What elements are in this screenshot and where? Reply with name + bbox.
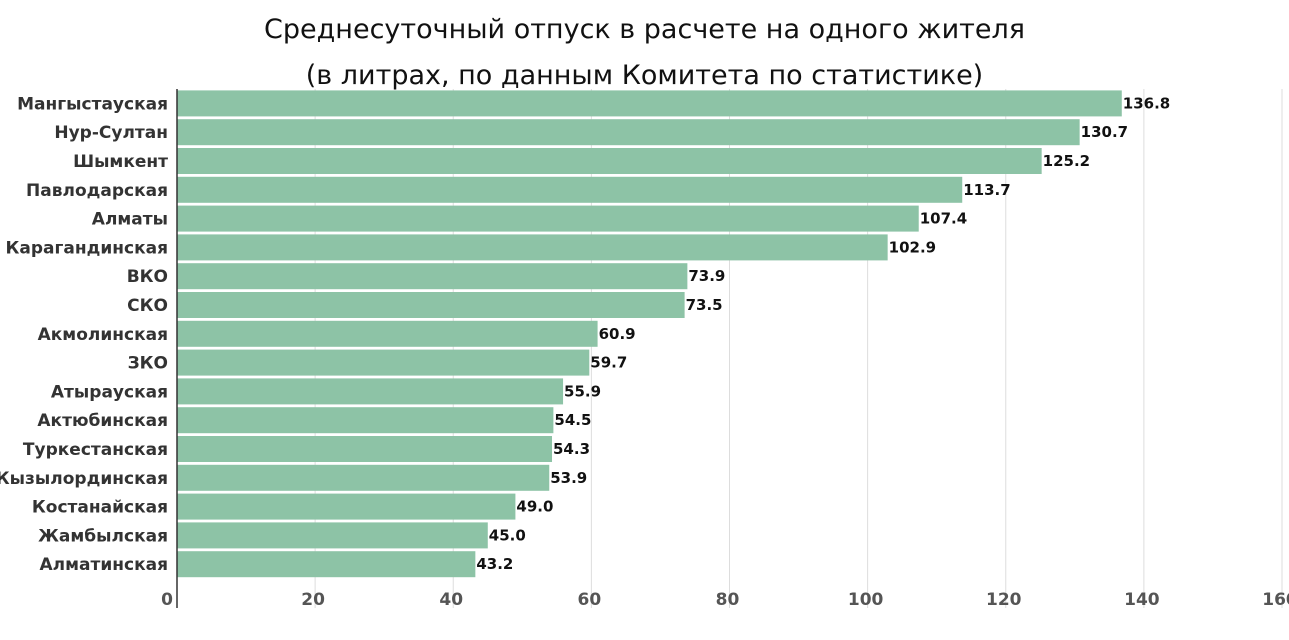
grid-lines <box>314 89 1283 608</box>
x-tick-label-80: 80 <box>716 590 740 610</box>
x-tick-label-20: 20 <box>301 590 325 610</box>
bar-16 <box>177 551 476 578</box>
bar-2 <box>177 148 1042 174</box>
chart-title-line-2: (в литрах, по данным Комитета по статист… <box>305 60 984 91</box>
value-label-3: 113.7 <box>963 181 1010 199</box>
bar-3 <box>177 176 963 203</box>
category-label-4: Алматы <box>92 210 168 230</box>
value-label-14: 49.0 <box>516 498 553 516</box>
bar-12 <box>177 436 553 462</box>
category-label-3: Павлодарская <box>26 181 168 201</box>
value-label-15: 45.0 <box>489 526 526 544</box>
value-label-0: 136.8 <box>1123 94 1170 112</box>
bar-6 <box>177 263 688 290</box>
x-tick-label-0: 0 <box>161 590 173 610</box>
value-label-10: 55.9 <box>564 382 601 400</box>
value-label-5: 102.9 <box>889 238 936 256</box>
bar-1 <box>177 119 1080 146</box>
chart-title-line-1: Среднесуточный отпуск в расчете на одног… <box>264 14 1025 45</box>
category-label-0: Мангыстауская <box>17 94 168 114</box>
bar-10 <box>177 378 564 405</box>
bars <box>177 90 1122 578</box>
value-label-4: 107.4 <box>920 210 967 228</box>
category-label-11: Актюбинская <box>37 411 168 431</box>
value-label-7: 73.5 <box>686 296 723 314</box>
value-label-6: 73.9 <box>688 267 725 285</box>
bar-13 <box>177 464 550 491</box>
category-label-14: Костанайская <box>32 498 168 518</box>
bar-4 <box>177 205 919 232</box>
category-label-13: Кызылординская <box>0 469 168 489</box>
bar-15 <box>177 522 488 549</box>
value-label-2: 125.2 <box>1043 152 1090 170</box>
x-tick-label-60: 60 <box>578 590 602 610</box>
category-label-8: Акмолинская <box>38 325 168 345</box>
category-label-2: Шымкент <box>73 152 168 172</box>
x-tick-label-40: 40 <box>439 590 463 610</box>
labels: 136.8 Мангыстауская 130.7 Нур-Султан 125.2 Шы… <box>0 94 1289 610</box>
x-tick-label-120: 120 <box>986 590 1022 610</box>
x-tick-label-160: 160 <box>1262 590 1289 610</box>
x-tick-label-140: 140 <box>1124 590 1160 610</box>
value-label-8: 60.9 <box>599 325 636 343</box>
category-label-6: ВКО <box>127 267 168 287</box>
bar-0 <box>177 90 1122 117</box>
category-label-10: Атырауская <box>51 382 168 402</box>
bar-7 <box>177 292 685 318</box>
category-label-16: Алматинская <box>40 555 169 575</box>
category-label-7: СКО <box>127 296 168 316</box>
bar-5 <box>177 234 888 261</box>
bar-8 <box>177 320 598 347</box>
bar-11 <box>177 407 554 434</box>
category-label-15: Жамбылская <box>38 526 168 546</box>
category-label-1: Нур-Султан <box>54 123 168 143</box>
x-tick-label-100: 100 <box>848 590 884 610</box>
value-label-9: 59.7 <box>590 354 627 372</box>
category-label-5: Карагандинская <box>6 238 169 258</box>
value-label-12: 54.3 <box>553 440 590 458</box>
bar-14 <box>177 493 516 520</box>
category-label-12: Туркестанская <box>23 440 168 460</box>
bar-9 <box>177 349 590 376</box>
value-label-16: 43.2 <box>476 555 513 573</box>
value-label-11: 54.5 <box>554 411 591 429</box>
category-label-9: ЗКО <box>128 354 168 374</box>
value-label-13: 53.9 <box>550 469 587 487</box>
value-label-1: 130.7 <box>1081 123 1128 141</box>
